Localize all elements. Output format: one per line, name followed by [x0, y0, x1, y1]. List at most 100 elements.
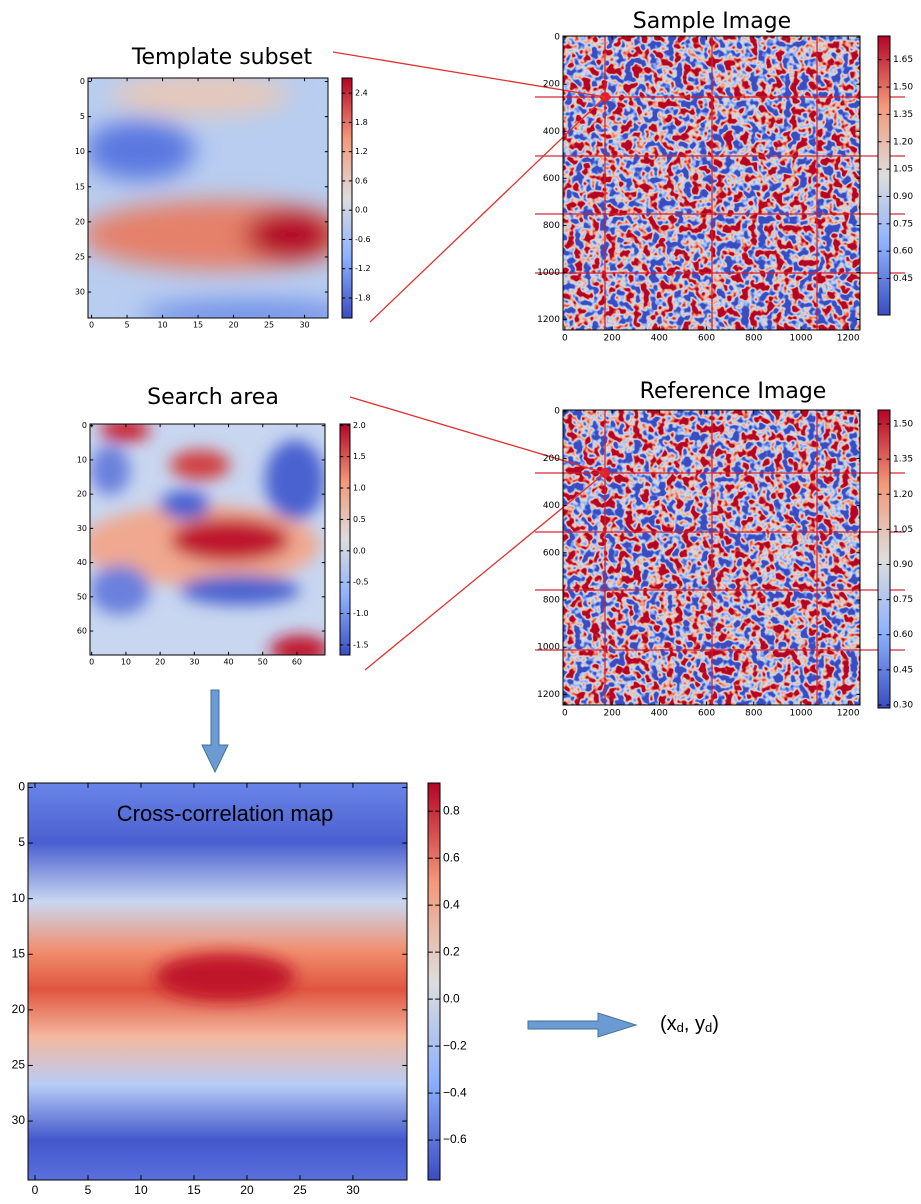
y-tick-label: 400 [543, 501, 560, 511]
result-part: d [705, 1020, 712, 1035]
y-tick-label: 10 [12, 891, 26, 905]
right-arrow [528, 1013, 636, 1037]
colorbar-tick-label: 1.35 [893, 455, 913, 465]
y-tick-label: 40 [77, 558, 87, 567]
reference-image [535, 410, 905, 705]
displacement-result: (xd, yd) [660, 1013, 719, 1035]
y-tick-label: 50 [77, 592, 87, 601]
x-tick-label: 0 [89, 658, 94, 667]
result-part: , y [684, 1013, 705, 1035]
panel-title: Search area [147, 385, 279, 410]
x-tick-label: 15 [193, 321, 203, 330]
x-tick-label: 25 [293, 1183, 307, 1197]
y-tick-label: 0 [18, 780, 25, 794]
template-image [80, 75, 360, 330]
colorbar-tick-label: 1.50 [893, 83, 913, 93]
y-tick-label: 600 [543, 174, 560, 184]
x-tick-label: 200 [604, 334, 621, 344]
y-tick-label: 200 [543, 80, 560, 90]
y-tick-label: 200 [543, 454, 560, 464]
colorbar-tick-label: 0.0 [353, 546, 366, 555]
x-tick-label: 1200 [837, 709, 860, 719]
colorbar-tick-label: -0.5 [353, 578, 369, 587]
colorbar-tick-label: 0.2 [443, 944, 460, 958]
x-tick-label: 0 [562, 334, 568, 344]
y-tick-label: 10 [75, 147, 85, 156]
y-tick-label: 25 [75, 252, 85, 261]
result-part: d [677, 1020, 684, 1035]
y-tick-label: 20 [12, 1002, 26, 1016]
colorbar-tick-label: 1.05 [893, 165, 913, 175]
y-tick-label: 20 [77, 490, 87, 499]
colorbar-tick-label: 0.75 [893, 219, 913, 229]
colorbar-tick-label: 0.75 [893, 595, 913, 605]
sample-image [535, 36, 905, 330]
x-tick-label: 40 [223, 658, 233, 667]
colorbar-tick-label: -1.8 [355, 294, 371, 303]
y-tick-label: 0 [554, 33, 560, 43]
y-tick-label: 1000 [537, 268, 560, 278]
colorbar-tick-label: 1.8 [355, 118, 368, 127]
figure: (xd, yd) Template subset0510152025300510… [0, 0, 921, 1204]
colorbar-tick-label: -1.0 [353, 609, 369, 618]
colorbar [340, 424, 350, 655]
x-tick-label: 200 [604, 709, 621, 719]
x-tick-label: 1000 [790, 334, 813, 344]
x-tick-label: 0 [562, 709, 568, 719]
y-tick-label: 30 [77, 524, 87, 533]
y-tick-label: 0 [554, 407, 560, 417]
cross-correlation-image [28, 783, 407, 1180]
colorbar-tick-label: 0.45 [893, 665, 913, 675]
x-tick-label: 400 [651, 709, 668, 719]
result-part: (x [660, 1013, 677, 1035]
y-tick-label: 10 [77, 455, 87, 464]
x-tick-label: 10 [121, 658, 131, 667]
y-tick-label: 5 [18, 835, 25, 849]
colorbar-tick-label: 0.0 [443, 991, 460, 1005]
colorbar [878, 410, 890, 708]
x-tick-label: 10 [157, 321, 167, 330]
colorbar-tick-label: 1.0 [353, 484, 366, 493]
x-tick-label: 800 [745, 709, 762, 719]
y-tick-label: 1200 [537, 690, 560, 700]
colorbar-tick-label: 0.5 [353, 515, 366, 524]
x-tick-label: 800 [745, 334, 762, 344]
down-arrow [202, 690, 228, 772]
y-tick-label: 1000 [537, 643, 560, 653]
x-tick-label: 5 [125, 321, 130, 330]
colorbar-tick-label: 1.35 [893, 110, 913, 120]
colorbar-tick-label: 0.8 [443, 803, 460, 817]
x-tick-label: 600 [698, 709, 715, 719]
colorbar [878, 36, 890, 315]
y-tick-label: 20 [75, 217, 85, 226]
y-tick-label: 1200 [537, 315, 560, 325]
colorbar-tick-label: -1.2 [355, 264, 371, 273]
colorbar-tick-label: 0.30 [893, 700, 913, 710]
y-tick-label: 800 [543, 221, 560, 231]
x-tick-label: 60 [292, 658, 302, 667]
y-tick-label: 30 [75, 288, 85, 297]
result-part: ) [712, 1013, 719, 1035]
y-tick-label: 5 [80, 112, 85, 121]
y-tick-label: 400 [543, 127, 560, 137]
colorbar-tick-label: -0.6 [355, 235, 371, 244]
colorbar-tick-label: 2.4 [355, 89, 368, 98]
y-tick-label: 15 [75, 182, 85, 191]
colorbar [342, 78, 352, 318]
y-tick-label: 600 [543, 548, 560, 558]
x-tick-label: 1200 [837, 334, 860, 344]
panel-title: Cross-correlation map [117, 801, 333, 826]
colorbar-tick-label: 1.50 [893, 420, 913, 430]
colorbar-tick-label: 0.6 [355, 176, 368, 185]
x-tick-label: 1000 [790, 709, 813, 719]
x-tick-label: 5 [85, 1183, 92, 1197]
x-tick-label: 30 [189, 658, 199, 667]
x-tick-label: 30 [346, 1183, 360, 1197]
colorbar-tick-label: 0.6 [443, 850, 460, 864]
x-tick-label: 0 [32, 1183, 39, 1197]
x-tick-label: 10 [134, 1183, 148, 1197]
colorbar [428, 783, 440, 1180]
colorbar-tick-label: 1.5 [353, 452, 366, 461]
search-image [80, 418, 330, 665]
x-tick-label: 15 [187, 1183, 201, 1197]
